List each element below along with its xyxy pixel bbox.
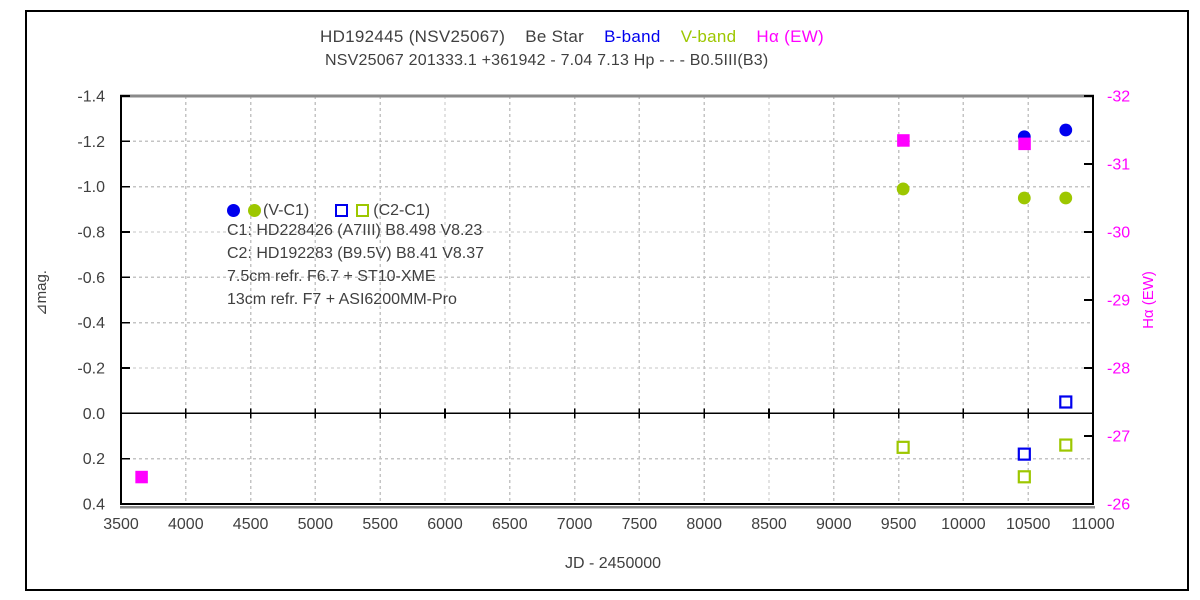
svg-text:3500: 3500 [103,516,139,533]
svg-text:-32: -32 [1107,89,1130,106]
svg-text:0.4: 0.4 [83,497,105,514]
x-axis-label: JD - 2450000 [565,555,661,572]
title-star-id: HD192445 (NSV25067) [320,27,506,46]
legend: (V-C1) (C2-C1) C1: HD228426 (A7III) B8.4… [227,202,484,311]
svg-text:0.0: 0.0 [83,406,105,423]
svg-text:9000: 9000 [816,516,852,533]
legend-instrument-2: 13cm refr. F7 + ASI6200MM-Pro [227,291,457,308]
chart-title: HD192445 (NSV25067) Be Star B-band V-ban… [320,27,824,47]
y-right-axis-label: Hα (EW) [1140,271,1157,329]
data-point-h-alpha-ew [897,134,910,147]
svg-text:11000: 11000 [1071,516,1114,533]
data-point-v-band-c2-c1 [1059,438,1073,452]
svg-text:-30: -30 [1107,225,1130,242]
data-point-b-band-v-c1 [1059,123,1073,137]
y-left-ticks [121,95,130,505]
plot-box-border [120,94,1095,509]
legend-label-c2-c1: (C2-C1) [373,201,431,219]
svg-text:5000: 5000 [298,516,334,533]
title-series-h-alpha: Hα (EW) [756,27,825,46]
figure-border [25,10,1189,591]
data-point-v-band-v-c1 [896,182,910,196]
data-point-b-band-c2-c1 [1017,447,1031,461]
legend-marker-row: (V-C1) (C2-C1) [227,202,484,219]
series-v-band-v-c1 [896,182,1073,205]
y-right-tick-labels: -32 -31 -30 -29 -28 -27 -26 [1107,89,1130,514]
svg-text:6000: 6000 [427,516,463,533]
axis-titles: ⊿mag. Hα (EW) JD - 2450000 [33,270,1157,572]
svg-text:4000: 4000 [168,516,204,533]
b-open-square-icon [335,204,349,217]
svg-text:4500: 4500 [233,516,269,533]
svg-text:5500: 5500 [362,516,398,533]
legend-comp-star-1: C1: HD228426 (A7III) B8.498 V8.23 [227,222,483,239]
series-v-band-c2-c1 [896,438,1073,484]
v-open-square-icon [356,204,370,217]
svg-text:0.2: 0.2 [83,451,105,468]
svg-text:-27: -27 [1107,429,1130,446]
chart-subtitle: NSV25067 201333.1 +361942 - 7.04 7.13 Hp… [325,52,769,69]
svg-text:-28: -28 [1107,361,1130,378]
svg-text:7500: 7500 [622,516,658,533]
legend-label-v-c1: (V-C1) [263,201,310,219]
svg-text:8000: 8000 [686,516,722,533]
title-series-v-band: V-band [680,27,737,46]
legend-instrument-1: 7.5cm refr. F6.7 + ST10-XME [227,268,436,285]
svg-text:-0.6: -0.6 [77,270,105,287]
series-b-band-c2-c1 [1017,395,1073,461]
b-filled-circle-icon [227,204,240,217]
svg-text:7000: 7000 [557,516,593,533]
svg-text:-26: -26 [1107,497,1130,514]
y-gridlines [121,140,1093,460]
y-left-tick-labels: -1.4 -1.2 -1.0 -0.8 -0.6 -0.4 -0.2 0.0 0.2 0.4 [77,89,105,514]
svg-text:10500: 10500 [1006,516,1051,533]
data-point-h-alpha-ew [135,470,148,484]
legend-comp-star-2: C2: HD192283 (B9.5V) B8.41 V8.37 [227,245,485,262]
svg-text:-29: -29 [1107,293,1130,310]
svg-text:-31: -31 [1107,157,1130,174]
data-point-b-band-c2-c1 [1059,395,1073,409]
data-point-h-alpha-ew [1018,137,1031,151]
data-point-v-band-c2-c1 [896,440,910,454]
data-point-v-band-c2-c1 [1017,470,1031,484]
data-point-v-band-v-c1 [1017,191,1031,205]
y-right-ticks [1084,95,1093,505]
svg-text:9500: 9500 [881,516,917,533]
zero-mag-axis-line [120,408,1094,419]
svg-text:6500: 6500 [492,516,528,533]
svg-text:-0.4: -0.4 [77,315,105,332]
svg-text:8500: 8500 [751,516,787,533]
y-left-axis-label: ⊿mag. [33,270,50,316]
x-gridlines [185,96,1029,504]
svg-text:-1.0: -1.0 [77,179,105,196]
svg-text:10000: 10000 [941,516,986,533]
x-tick-labels: 3500 4000 4500 5000 5500 6000 6500 7000 7500 8000… [103,516,1115,533]
data-point-v-band-v-c1 [1059,191,1073,205]
svg-text:-1.4: -1.4 [77,89,105,106]
svg-text:-0.2: -0.2 [77,361,105,378]
svg-text:-0.8: -0.8 [77,225,105,242]
title-series-b-band: B-band [604,27,661,46]
v-filled-circle-icon [248,204,261,217]
svg-text:-1.2: -1.2 [77,134,105,151]
series-h-alpha-ew [135,134,1031,484]
title-star-type: Be Star [525,27,585,46]
